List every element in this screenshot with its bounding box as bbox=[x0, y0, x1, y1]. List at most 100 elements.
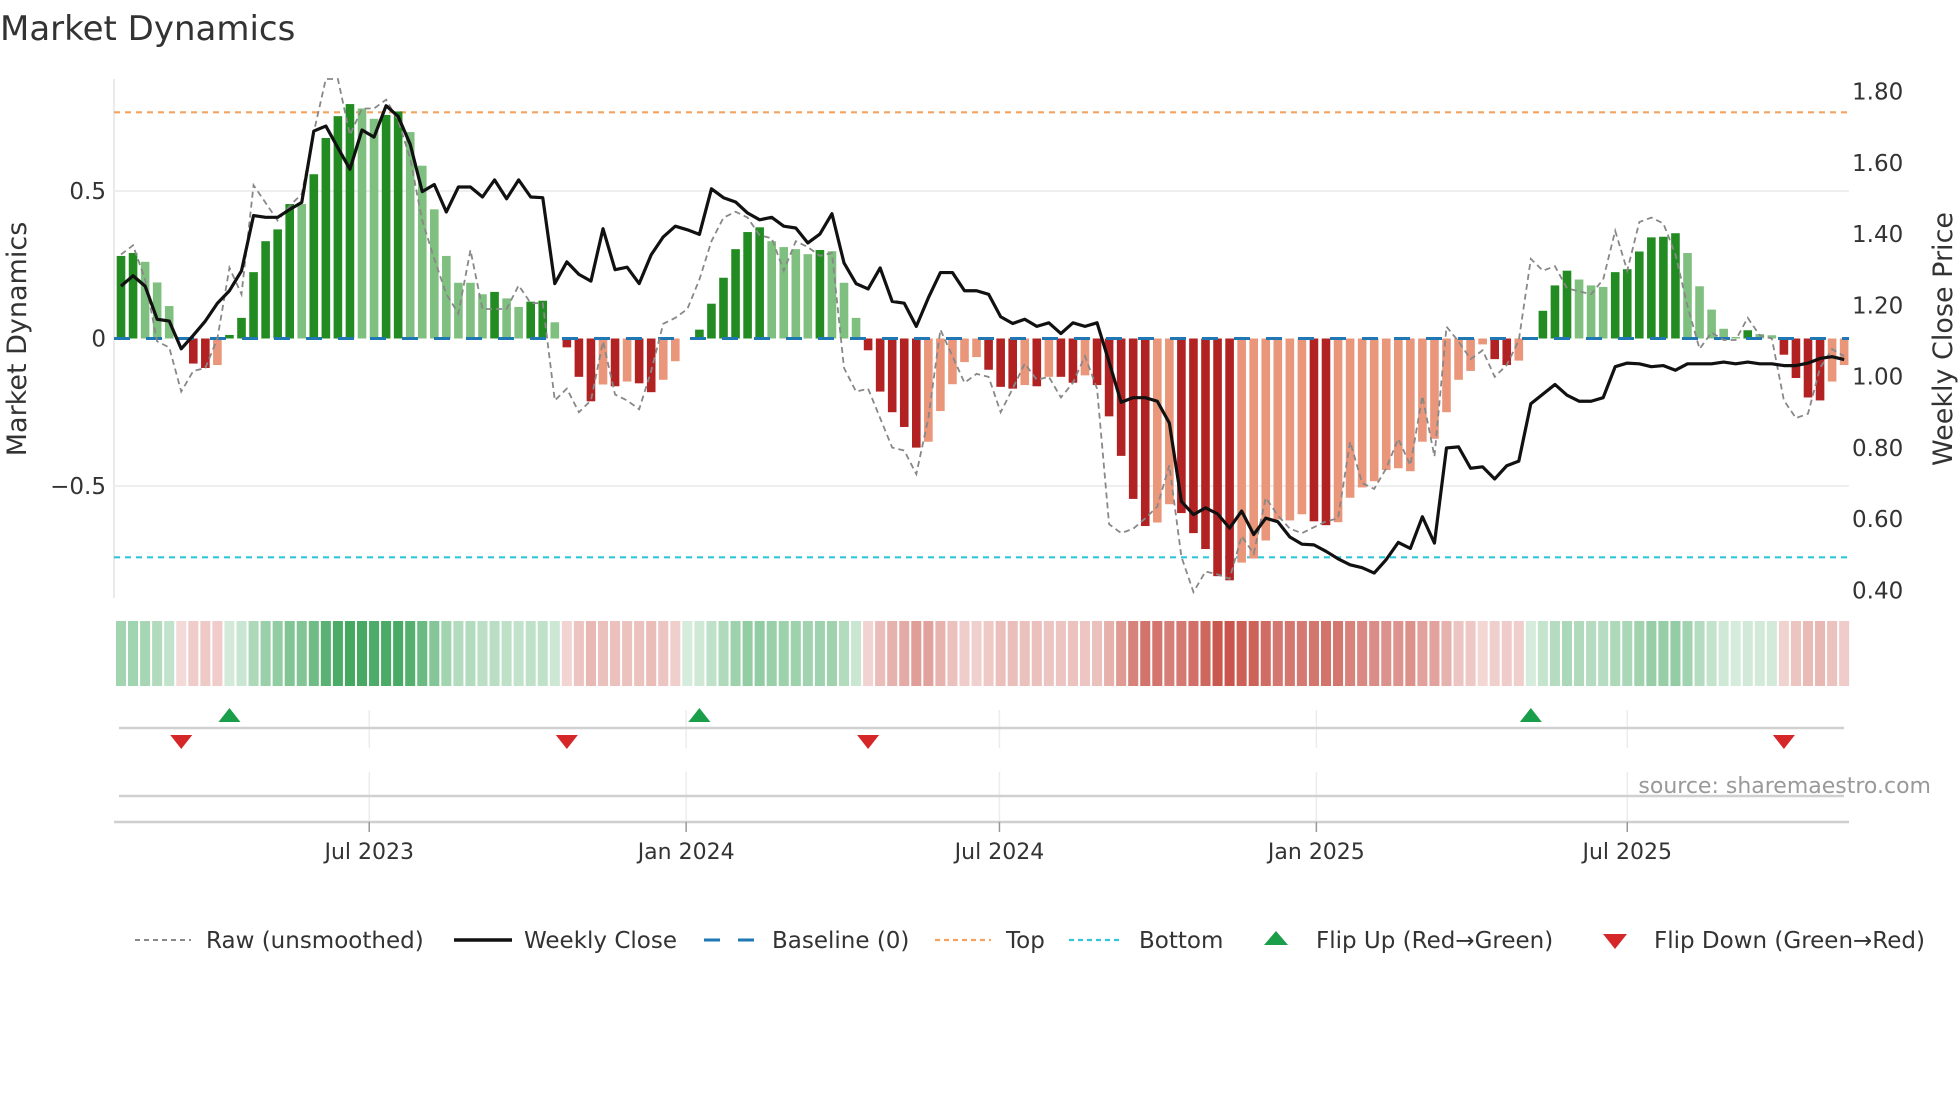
y-tick-label-right: 0.40 bbox=[1852, 579, 1903, 605]
heat-strip-cell bbox=[429, 621, 440, 686]
heat-strip-cell bbox=[1839, 621, 1850, 686]
dynamics-bar bbox=[1610, 272, 1620, 339]
heat-strip-cell bbox=[1718, 621, 1729, 686]
dynamics-bar bbox=[1695, 286, 1704, 339]
heat-strip-cell bbox=[573, 621, 584, 686]
legend-item-bottom: Bottom bbox=[1069, 928, 1223, 954]
dynamics-bar bbox=[225, 334, 234, 339]
heat-strip-cell bbox=[200, 621, 211, 686]
heat-strip-cell bbox=[260, 621, 271, 686]
heat-strip-cell bbox=[875, 621, 886, 686]
dynamics-bar bbox=[1490, 338, 1499, 360]
heat-strip-cell bbox=[1308, 621, 1319, 686]
heat-strip-cell bbox=[140, 621, 151, 686]
heat-strip-cell bbox=[1694, 621, 1705, 686]
legend-item-baseline: Baseline (0) bbox=[704, 928, 909, 954]
dynamics-bar bbox=[333, 116, 343, 339]
dynamics-bar bbox=[393, 111, 403, 339]
dynamics-bar bbox=[261, 241, 270, 339]
dynamics-bar bbox=[128, 252, 138, 339]
dynamics-bar bbox=[1032, 338, 1042, 387]
heat-strip-cell bbox=[863, 621, 874, 686]
dynamics-bar bbox=[646, 338, 656, 393]
heat-strip-cell bbox=[814, 621, 825, 686]
dynamics-bar bbox=[1827, 338, 1837, 382]
heat-strip-cell bbox=[597, 621, 609, 686]
dynamics-bar bbox=[478, 294, 487, 339]
dynamics-bar bbox=[1478, 338, 1487, 345]
dynamics-bar bbox=[1020, 338, 1030, 386]
dynamics-bar bbox=[1237, 338, 1246, 563]
dynamics-bar bbox=[538, 300, 548, 339]
heat-strip-cell bbox=[911, 621, 922, 686]
dynamics-bar bbox=[1357, 338, 1367, 488]
heat-strip-cell bbox=[1296, 621, 1307, 686]
dynamics-bar bbox=[249, 272, 258, 339]
dynamics-bar bbox=[1586, 285, 1596, 339]
dynamics-bar bbox=[948, 338, 957, 385]
dynamics-bar bbox=[1140, 338, 1150, 527]
heat-strip-cell bbox=[1092, 621, 1103, 686]
heat-strip-cell bbox=[1790, 621, 1801, 686]
dynamics-bar bbox=[1815, 338, 1825, 401]
heat-strip-cell bbox=[887, 621, 898, 686]
heat-strip-cell bbox=[369, 621, 380, 686]
dynamics-bar bbox=[430, 209, 439, 339]
heat-strip-cell bbox=[899, 621, 910, 686]
dynamics-bar bbox=[1430, 338, 1439, 439]
dynamics-bar bbox=[1731, 337, 1740, 339]
dynamics-bar bbox=[1153, 338, 1162, 523]
y-tick-label-right: 1.00 bbox=[1852, 365, 1903, 391]
heat-strip-cell bbox=[1465, 621, 1476, 686]
heat-strip-cell bbox=[658, 621, 669, 686]
heat-strip-cell bbox=[790, 621, 801, 686]
dynamics-bar bbox=[201, 338, 210, 368]
dynamics-bar bbox=[984, 338, 993, 370]
heat-strip-cell bbox=[971, 621, 982, 686]
heat-strip-cell bbox=[152, 621, 163, 686]
heat-strip-cell bbox=[1754, 621, 1765, 686]
x-tick-label: Jul 2023 bbox=[322, 840, 414, 865]
heat-strip-cell bbox=[1104, 621, 1115, 686]
dynamics-bar bbox=[1442, 338, 1451, 413]
flip-down-marker bbox=[857, 735, 880, 749]
dynamics-bar bbox=[960, 338, 969, 363]
heat-strip-cell bbox=[959, 621, 970, 686]
heat-strip-cell bbox=[634, 621, 645, 686]
dynamics-bar bbox=[1791, 338, 1801, 379]
heat-strip-cell bbox=[1236, 621, 1247, 686]
dynamics-bar bbox=[140, 261, 150, 339]
heat-strip-cell bbox=[766, 621, 777, 686]
y-axis-label-left: Market Dynamics bbox=[2, 222, 33, 457]
heat-strip-cell bbox=[682, 621, 693, 686]
heat-strip-cell bbox=[694, 621, 705, 686]
chart-title: Market Dynamics bbox=[0, 9, 295, 49]
dynamics-bar bbox=[1622, 269, 1632, 339]
heat-strip-cell bbox=[1742, 621, 1753, 686]
heat-strip-cell bbox=[706, 621, 717, 686]
dynamics-bar bbox=[152, 282, 162, 339]
heat-strip-cell bbox=[718, 621, 729, 686]
heat-strip-cell bbox=[1007, 621, 1018, 686]
dynamics-bar bbox=[1803, 338, 1813, 398]
dynamics-bar bbox=[1369, 338, 1379, 482]
heat-strip-cell bbox=[477, 621, 488, 686]
y-tick-label-left: 0.5 bbox=[69, 179, 106, 205]
legend-item-close: Weekly Close bbox=[454, 928, 677, 954]
heat-strip-cell bbox=[1802, 621, 1814, 686]
heat-strip-cell bbox=[1501, 621, 1512, 686]
heat-strip-cell bbox=[501, 621, 512, 686]
heat-strip-cell bbox=[1429, 621, 1440, 686]
heat-strip-cell bbox=[610, 621, 621, 686]
dynamics-bar bbox=[1297, 338, 1307, 515]
heat-strip-cell bbox=[851, 621, 862, 686]
raw-unsmoothed-line bbox=[120, 78, 1845, 595]
dynamics-bar bbox=[875, 338, 885, 392]
heat-strip-cell bbox=[1706, 621, 1717, 686]
dynamics-bar bbox=[755, 227, 764, 339]
dynamics-bar bbox=[1068, 338, 1078, 383]
heat-strip-cell bbox=[356, 621, 368, 686]
dynamics-bar bbox=[116, 255, 126, 339]
dynamics-bar bbox=[357, 108, 367, 339]
